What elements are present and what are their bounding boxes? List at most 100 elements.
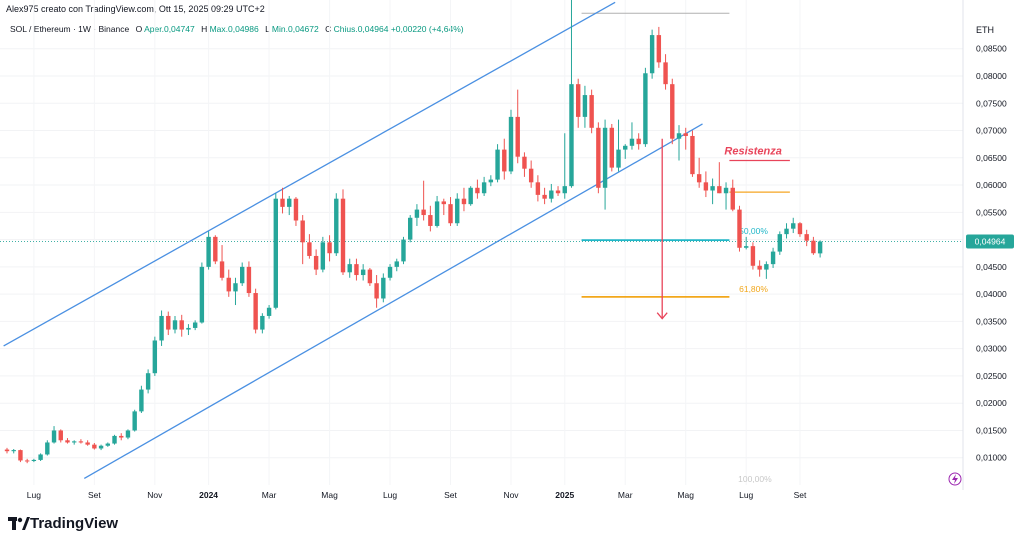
candle[interactable] xyxy=(24,458,30,464)
candle[interactable] xyxy=(616,119,621,172)
candle[interactable] xyxy=(300,215,305,265)
candle[interactable] xyxy=(508,109,514,175)
candle[interactable] xyxy=(213,235,218,265)
candle[interactable] xyxy=(455,193,460,226)
candle[interactable] xyxy=(475,179,480,199)
candle[interactable] xyxy=(555,186,561,196)
candle[interactable] xyxy=(179,314,184,337)
candle[interactable] xyxy=(92,443,97,450)
candle[interactable] xyxy=(623,144,628,159)
candle[interactable] xyxy=(240,262,245,286)
candle[interactable] xyxy=(132,409,137,432)
candle[interactable] xyxy=(811,236,816,255)
candle[interactable] xyxy=(737,205,742,252)
candle[interactable] xyxy=(502,138,507,180)
candle[interactable] xyxy=(374,275,379,308)
candle[interactable] xyxy=(387,264,393,281)
candle[interactable] xyxy=(649,29,655,79)
candle[interactable] xyxy=(192,320,198,331)
candle[interactable] xyxy=(428,205,433,232)
candle[interactable] xyxy=(569,0,574,188)
candle[interactable] xyxy=(636,133,641,150)
candle[interactable] xyxy=(441,198,446,216)
candle[interactable] xyxy=(434,195,440,228)
candle[interactable] xyxy=(643,67,648,147)
candle[interactable] xyxy=(219,245,225,281)
candle[interactable] xyxy=(31,458,37,463)
candle[interactable] xyxy=(18,449,23,463)
candle[interactable] xyxy=(394,258,399,272)
candle[interactable] xyxy=(703,171,709,198)
candle[interactable] xyxy=(784,223,789,239)
candle[interactable] xyxy=(313,249,319,276)
candle[interactable] xyxy=(791,217,796,234)
candle[interactable] xyxy=(72,440,77,445)
candle[interactable] xyxy=(253,288,258,334)
candle[interactable] xyxy=(320,236,326,273)
candle[interactable] xyxy=(562,133,567,199)
candle[interactable] xyxy=(280,187,285,214)
candle[interactable] xyxy=(629,122,635,150)
candle[interactable] xyxy=(334,193,339,256)
candle[interactable] xyxy=(670,78,675,145)
candle[interactable] xyxy=(683,127,688,150)
candle[interactable] xyxy=(287,195,292,216)
candle[interactable] xyxy=(576,78,581,128)
candle[interactable] xyxy=(609,123,614,172)
candle[interactable] xyxy=(468,186,473,206)
candle[interactable] xyxy=(78,439,84,444)
candle[interactable] xyxy=(307,234,312,259)
candle[interactable] xyxy=(112,434,117,445)
candle[interactable] xyxy=(804,229,809,247)
candle[interactable] xyxy=(522,152,527,177)
candle[interactable] xyxy=(528,160,534,188)
candle[interactable] xyxy=(602,119,608,210)
candle[interactable] xyxy=(293,197,299,226)
candle[interactable] xyxy=(750,242,756,270)
candle[interactable] xyxy=(266,305,272,319)
candle[interactable] xyxy=(757,260,762,277)
candle[interactable] xyxy=(125,429,131,440)
channel-line-upper[interactable] xyxy=(3,1,616,347)
candle[interactable] xyxy=(58,429,63,443)
channel-line-lower[interactable] xyxy=(83,123,703,480)
candle[interactable] xyxy=(656,26,662,68)
candle[interactable] xyxy=(38,453,43,462)
candle[interactable] xyxy=(206,231,211,270)
candle[interactable] xyxy=(448,197,453,226)
candle[interactable] xyxy=(690,130,695,177)
candle[interactable] xyxy=(139,385,144,414)
candle[interactable] xyxy=(515,89,520,164)
candle[interactable] xyxy=(797,222,803,237)
candle[interactable] xyxy=(381,273,386,303)
candle[interactable] xyxy=(744,236,749,250)
candle[interactable] xyxy=(710,178,715,205)
candle[interactable] xyxy=(717,162,722,194)
candle[interactable] xyxy=(730,179,735,212)
candle[interactable] xyxy=(596,122,601,194)
candle[interactable] xyxy=(347,258,352,278)
candle[interactable] xyxy=(327,235,332,262)
candle[interactable] xyxy=(676,125,682,161)
candle[interactable] xyxy=(11,449,16,454)
candle[interactable] xyxy=(589,89,594,134)
candle[interactable] xyxy=(414,204,420,226)
candle[interactable] xyxy=(461,187,467,212)
candle[interactable] xyxy=(764,261,769,279)
candle[interactable] xyxy=(723,182,729,210)
candle[interactable] xyxy=(145,369,151,394)
candle[interactable] xyxy=(45,440,50,456)
symbol-name[interactable]: SOL / Ethereum · 1W · Binance xyxy=(10,24,130,34)
candle[interactable] xyxy=(696,157,702,188)
candle[interactable] xyxy=(549,183,554,203)
candle[interactable] xyxy=(421,180,426,221)
candle[interactable] xyxy=(159,310,164,346)
candle[interactable] xyxy=(172,315,178,334)
candle[interactable] xyxy=(542,187,547,205)
candle[interactable] xyxy=(273,193,278,310)
candle[interactable] xyxy=(226,269,231,297)
candle[interactable] xyxy=(401,236,406,265)
candle[interactable] xyxy=(246,261,252,297)
candle[interactable] xyxy=(105,442,110,447)
